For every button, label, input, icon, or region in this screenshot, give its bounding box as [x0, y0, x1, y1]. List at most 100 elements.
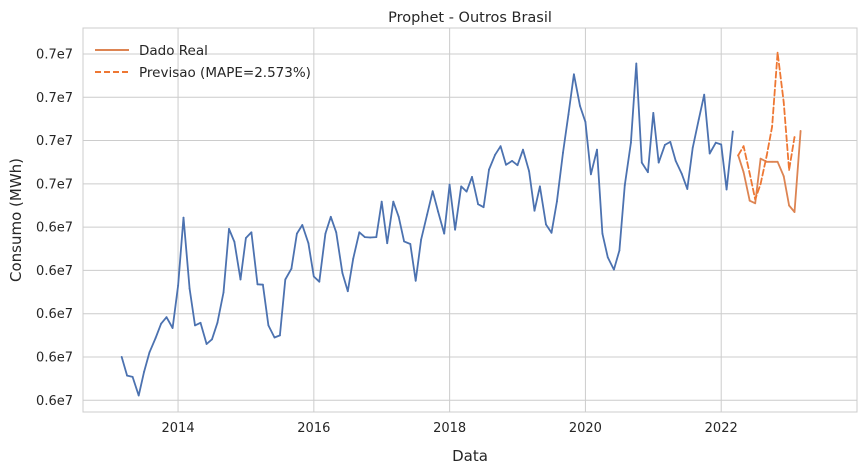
data-point [177, 284, 180, 287]
data-point [601, 232, 604, 235]
y-tick-label: 0.7e7 [36, 47, 73, 62]
data-point [205, 343, 208, 345]
data-point [160, 322, 163, 325]
legend-label-previsao: Previsao (MAPE=2.573%) [139, 65, 311, 81]
data-point [335, 231, 338, 234]
data-point [233, 241, 236, 243]
data-point [748, 172, 751, 175]
data-point [420, 238, 422, 241]
y-tick-label: 0.6e7 [36, 394, 73, 409]
series-points-1 [737, 130, 802, 213]
y-tick-label: 0.6e7 [36, 307, 73, 322]
plot-background [83, 28, 857, 412]
data-point [652, 112, 655, 114]
data-point [664, 144, 666, 146]
series-group [120, 51, 802, 397]
data-point [590, 173, 592, 176]
data-point [120, 356, 123, 358]
data-point [748, 199, 751, 202]
data-point [793, 211, 796, 213]
data-point [454, 228, 456, 231]
data-point [386, 242, 389, 245]
data-point [256, 283, 259, 286]
data-point [392, 200, 395, 203]
data-point [782, 101, 785, 103]
data-point [618, 249, 621, 252]
data-point [143, 370, 146, 373]
data-point [686, 188, 689, 190]
data-point [267, 324, 270, 327]
data-point [437, 210, 439, 213]
data-point [669, 141, 672, 143]
x-tick-label: 2018 [433, 421, 466, 436]
data-point [522, 148, 524, 151]
data-point [482, 206, 485, 209]
data-point [154, 337, 157, 339]
data-point [596, 148, 598, 151]
data-point [363, 236, 366, 239]
data-point [222, 291, 225, 294]
data-point [228, 228, 230, 230]
data-point [697, 118, 700, 121]
data-point [448, 183, 451, 186]
data-point [533, 209, 536, 212]
data-point [788, 169, 790, 171]
data-point [126, 374, 128, 377]
data-point [505, 163, 507, 166]
data-point [131, 376, 134, 378]
data-point [290, 267, 293, 270]
data-point [776, 51, 779, 54]
data-point [630, 141, 632, 144]
data-point [262, 283, 264, 286]
data-point [567, 113, 570, 116]
data-point [216, 321, 219, 324]
data-point [771, 125, 773, 128]
data-point [239, 278, 242, 281]
data-point [307, 242, 310, 245]
data-point [793, 136, 796, 139]
data-point [765, 154, 768, 157]
data-point [165, 316, 168, 319]
data-point [403, 240, 405, 243]
data-point [324, 232, 327, 235]
y-tick-label: 0.7e7 [36, 91, 73, 106]
data-point [573, 73, 575, 76]
data-point [494, 153, 496, 156]
data-point [211, 338, 213, 341]
data-point [528, 170, 530, 173]
data-point [759, 183, 762, 185]
series-points-2 [737, 51, 796, 201]
y-tick-label: 0.6e7 [36, 351, 73, 366]
data-point [776, 160, 779, 163]
data-point [720, 143, 723, 146]
data-point [737, 154, 740, 157]
data-point [742, 145, 745, 148]
data-point [691, 147, 694, 149]
data-point [754, 198, 757, 201]
data-point [380, 200, 383, 203]
data-point [754, 202, 757, 205]
data-point [301, 224, 304, 226]
data-point [714, 141, 717, 144]
data-point [613, 268, 615, 271]
data-point [477, 203, 479, 206]
x-tick-labels: 2014 2016 2018 2020 2022 [162, 421, 738, 436]
data-point [562, 151, 564, 154]
data-point [250, 231, 253, 234]
y-tick-label: 0.6e7 [36, 221, 73, 236]
data-point [703, 93, 706, 96]
data-point [284, 278, 287, 281]
data-point [539, 185, 541, 188]
x-tick-label: 2022 [705, 421, 738, 436]
data-point [606, 256, 609, 259]
data-point [623, 184, 626, 187]
data-point [137, 394, 140, 397]
data-point [465, 190, 468, 193]
x-tick-label: 2014 [162, 421, 195, 436]
legend: Dado Real Previsao (MAPE=2.573%) [95, 43, 311, 81]
data-point [799, 130, 802, 132]
data-point [245, 237, 247, 239]
plot-border [82, 27, 858, 413]
data-point [426, 213, 429, 216]
x-tick-label: 2020 [569, 421, 602, 436]
